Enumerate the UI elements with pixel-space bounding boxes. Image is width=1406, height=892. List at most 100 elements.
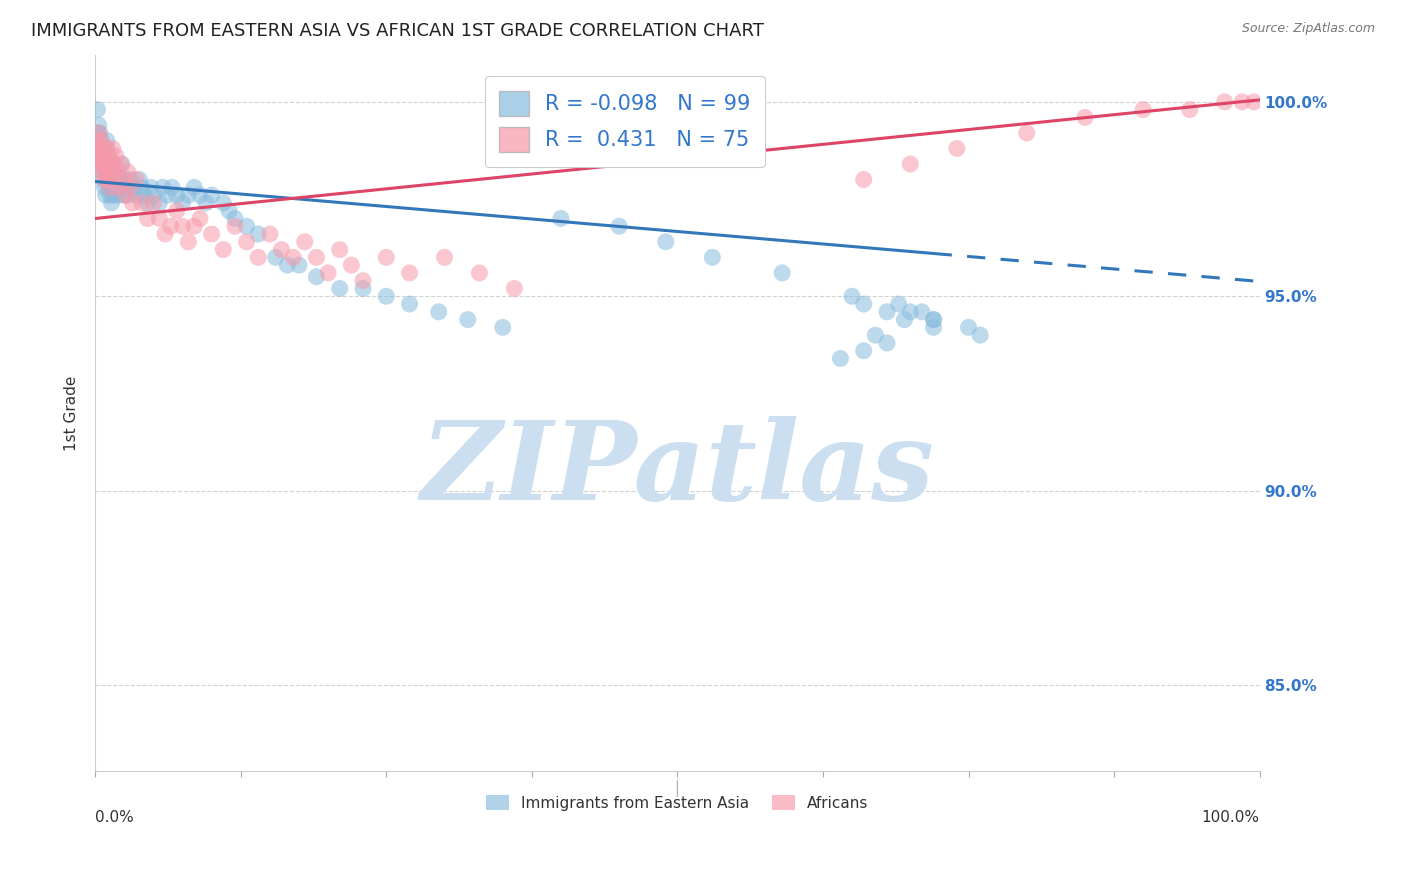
Text: 0.0%: 0.0% [96, 810, 134, 825]
Point [152, 180, 174, 194]
Point [276, 258, 298, 272]
Point [194, 195, 217, 210]
Point [87, 141, 110, 155]
Point [93, 157, 115, 171]
Point [110, 180, 132, 194]
Point [114, 180, 136, 194]
Point [131, 180, 153, 194]
Point [1230, 95, 1253, 109]
Point [139, 180, 162, 194]
Point [112, 172, 135, 186]
Point [100, 157, 122, 171]
Point [120, 172, 142, 186]
Point [93, 172, 115, 186]
Point [96, 141, 118, 155]
Point [183, 180, 205, 194]
Point [104, 172, 127, 186]
Point [876, 335, 898, 350]
Point [1015, 126, 1038, 140]
Point [96, 157, 118, 171]
Point [160, 219, 183, 234]
Text: IMMIGRANTS FROM EASTERN ASIA VS AFRICAN 1ST GRADE CORRELATION CHART: IMMIGRANTS FROM EASTERN ASIA VS AFRICAN … [31, 22, 763, 40]
Point [607, 219, 630, 234]
Point [90, 157, 112, 171]
Point [375, 251, 398, 265]
Text: 100.0%: 100.0% [1202, 810, 1260, 825]
Point [922, 312, 945, 326]
Y-axis label: 1st Grade: 1st Grade [65, 376, 79, 450]
Point [492, 320, 515, 334]
Point [468, 266, 491, 280]
Point [865, 328, 887, 343]
Point [91, 141, 114, 155]
Point [105, 149, 128, 163]
Text: Source: ZipAtlas.com: Source: ZipAtlas.com [1241, 22, 1375, 36]
Point [105, 165, 128, 179]
Point [830, 351, 852, 366]
Point [264, 251, 287, 265]
Point [86, 141, 108, 155]
Point [103, 165, 125, 179]
Point [86, 134, 108, 148]
Point [117, 188, 139, 202]
Point [132, 188, 155, 202]
Point [852, 297, 875, 311]
Point [1243, 95, 1265, 109]
Point [94, 188, 117, 202]
Point [1132, 103, 1154, 117]
Point [136, 211, 159, 226]
Point [305, 269, 328, 284]
Point [893, 312, 915, 326]
Point [103, 188, 125, 202]
Point [294, 235, 316, 249]
Point [114, 188, 136, 202]
Point [94, 165, 117, 179]
Point [93, 180, 115, 194]
Point [104, 172, 127, 186]
Point [105, 180, 128, 194]
Point [98, 165, 121, 179]
Point [375, 289, 398, 303]
Point [841, 289, 863, 303]
Point [247, 227, 270, 241]
Point [183, 219, 205, 234]
Point [177, 188, 200, 202]
Point [235, 219, 257, 234]
Point [305, 251, 328, 265]
Point [166, 188, 188, 202]
Point [188, 211, 211, 226]
Point [156, 188, 179, 202]
Point [98, 188, 121, 202]
Point [100, 172, 122, 186]
Point [105, 188, 128, 202]
Point [1074, 111, 1097, 125]
Point [770, 266, 793, 280]
Point [97, 172, 120, 186]
Point [90, 134, 112, 148]
Point [128, 172, 150, 186]
Point [91, 157, 114, 171]
Point [969, 328, 991, 343]
Point [98, 165, 121, 179]
Point [98, 180, 121, 194]
Point [97, 172, 120, 186]
Point [86, 103, 108, 117]
Point [270, 243, 292, 257]
Point [235, 235, 257, 249]
Point [329, 243, 352, 257]
Point [98, 149, 121, 163]
Point [96, 134, 118, 148]
Point [922, 320, 945, 334]
Point [427, 305, 450, 319]
Point [91, 165, 114, 179]
Point [89, 149, 111, 163]
Point [90, 157, 112, 171]
Point [259, 227, 281, 241]
Point [108, 172, 131, 186]
Point [94, 165, 117, 179]
Point [316, 266, 339, 280]
Point [702, 251, 724, 265]
Point [201, 227, 224, 241]
Point [946, 141, 969, 155]
Point [89, 126, 111, 140]
